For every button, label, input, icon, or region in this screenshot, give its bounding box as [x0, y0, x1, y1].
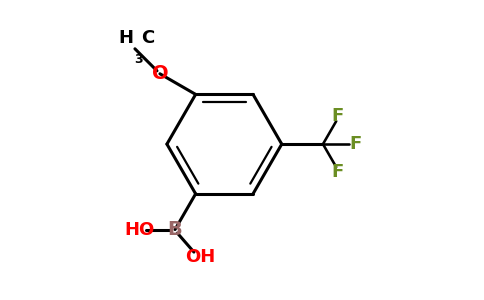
Text: C: C: [141, 29, 154, 47]
Text: F: F: [332, 164, 344, 181]
Text: OH: OH: [185, 248, 215, 266]
Text: HO: HO: [124, 220, 154, 238]
Text: O: O: [151, 64, 168, 83]
Text: F: F: [332, 107, 344, 125]
Text: 3: 3: [134, 52, 142, 66]
Text: B: B: [167, 220, 182, 239]
Text: H: H: [119, 29, 134, 47]
Text: F: F: [350, 135, 362, 153]
